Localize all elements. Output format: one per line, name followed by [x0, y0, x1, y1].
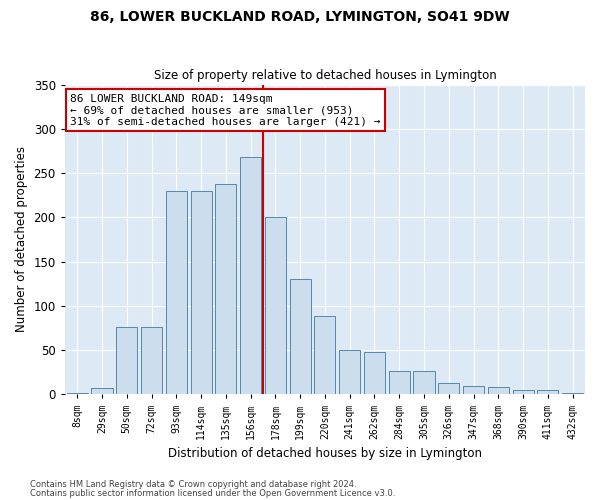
Bar [67, 392, 88, 394]
Text: Contains public sector information licensed under the Open Government Licence v3: Contains public sector information licen… [30, 488, 395, 498]
Bar [438, 383, 459, 394]
Y-axis label: Number of detached properties: Number of detached properties [15, 146, 28, 332]
Bar [488, 388, 509, 394]
Bar [413, 372, 434, 394]
Text: 86, LOWER BUCKLAND ROAD, LYMINGTON, SO41 9DW: 86, LOWER BUCKLAND ROAD, LYMINGTON, SO41… [90, 10, 510, 24]
Bar [389, 372, 410, 394]
Bar [265, 218, 286, 394]
Bar [512, 390, 533, 394]
Bar [191, 191, 212, 394]
Bar [215, 184, 236, 394]
Bar [339, 350, 360, 395]
X-axis label: Distribution of detached houses by size in Lymington: Distribution of detached houses by size … [168, 447, 482, 460]
Bar [463, 386, 484, 394]
Title: Size of property relative to detached houses in Lymington: Size of property relative to detached ho… [154, 69, 496, 82]
Bar [116, 327, 137, 394]
Bar [240, 157, 261, 394]
Text: 86 LOWER BUCKLAND ROAD: 149sqm
← 69% of detached houses are smaller (953)
31% of: 86 LOWER BUCKLAND ROAD: 149sqm ← 69% of … [70, 94, 380, 127]
Bar [538, 390, 559, 394]
Bar [166, 191, 187, 394]
Bar [91, 388, 113, 394]
Bar [364, 352, 385, 395]
Bar [141, 327, 162, 394]
Bar [290, 280, 311, 394]
Bar [314, 316, 335, 394]
Bar [562, 392, 583, 394]
Text: Contains HM Land Registry data © Crown copyright and database right 2024.: Contains HM Land Registry data © Crown c… [30, 480, 356, 489]
